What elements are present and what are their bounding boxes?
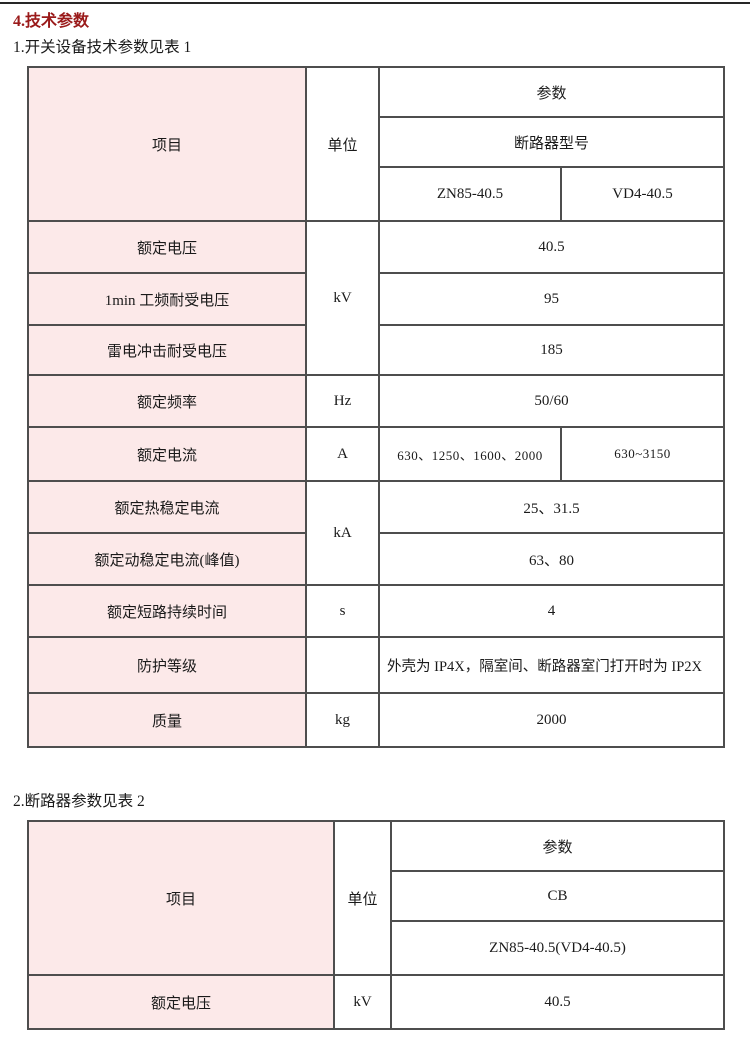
value-cell: 95 [377,272,726,326]
item-cell: 额定热稳定电流 [27,480,307,534]
item-cell: 额定电流 [27,426,307,482]
table-row: 额定动稳定电流(峰值) 63、80 [27,532,726,586]
item-cell: 额定电压 [27,974,335,1030]
header-cell-item: 项目 [27,66,307,222]
item-cell: 额定动稳定电流(峰值) [27,532,307,586]
unit-cell: A [305,426,380,482]
circuit-breaker-parameters-table: 项目 单位 参数 CB ZN85-40.5(VD4-40.5) 额定电压 kV … [27,820,725,1030]
item-cell: 雷电冲击耐受电压 [27,324,307,376]
value-cell: 4 [377,584,726,638]
table-row: 雷电冲击耐受电压 185 [27,324,726,376]
header-cell-breaker-model: 断路器型号 [377,116,726,168]
page-top-rule [0,2,750,4]
table-row: ZN85-40.5 VD4-40.5 [28,166,726,222]
table-row: 额定短路持续时间 s 4 [27,584,726,638]
switchgear-parameters-table: 项目 单位 参数 断路器型号 ZN85-40.5 VD4-40.5 额定电压 k… [27,66,726,748]
unit-cell: Hz [305,374,380,428]
unit-cell: s [305,584,380,638]
header-cell-param: 参数 [390,820,725,872]
value-cell: 外壳为 IP4X，隔室间、断路器室门打开时为 IP2X [377,636,726,694]
table-row: ZN85-40.5(VD4-40.5) [28,920,725,976]
header-cell-model: ZN85-40.5(VD4-40.5) [390,920,725,976]
value-cell: 63、80 [377,532,726,586]
value-cell-vd4: 630~3150 [559,426,726,482]
unit-cell: kA [305,480,380,586]
unit-cell: kV [305,220,380,376]
value-cell: 185 [377,324,726,376]
item-cell: 额定短路持续时间 [27,584,307,638]
item-cell: 1min 工频耐受电压 [27,272,307,326]
table2-caption: 2.断路器参数见表 2 [13,793,145,810]
table-row: 项目 单位 参数 [27,820,725,976]
table-row: 额定频率 Hz 50/60 [27,374,726,428]
table1-caption: 1.开关设备技术参数见表 1 [13,39,192,56]
value-cell: 2000 [377,692,726,748]
value-cell-zn85: 630、1250、1600、2000 [378,426,562,482]
header-cell-cb: CB [390,870,725,922]
table-row: 断路器型号 [28,116,726,168]
table-row: 额定电压 kV 40.5 [27,220,726,376]
header-cell-item: 项目 [27,820,335,976]
table-row: 1min 工频耐受电压 95 [27,272,726,326]
table-row: 额定电流 A 630、1250、1600、2000 630~3150 [27,426,726,482]
table-row: CB [28,870,725,922]
item-cell: 额定电压 [27,220,307,274]
table-row: 防护等级 外壳为 IP4X，隔室间、断路器室门打开时为 IP2X [27,636,726,694]
section-heading: 4.技术参数 [13,13,90,30]
header-cell-model-vd4: VD4-40.5 [559,166,726,222]
value-cell: 40.5 [377,220,726,274]
unit-cell: kV [333,974,392,1030]
header-cell-model-zn85: ZN85-40.5 [378,166,562,222]
table-row: 质量 kg 2000 [27,692,726,748]
value-cell: 40.5 [390,974,725,1030]
item-cell: 额定频率 [27,374,307,428]
header-cell-unit: 单位 [305,66,380,222]
table-row: 额定热稳定电流 kA 25、31.5 [27,480,726,586]
table-row: 项目 单位 参数 [27,66,726,222]
unit-cell: kg [305,692,380,748]
item-cell: 质量 [27,692,307,748]
value-cell: 25、31.5 [377,480,726,534]
unit-cell [305,636,380,694]
header-cell-param: 参数 [377,66,726,118]
header-cell-unit: 单位 [333,820,392,976]
item-cell: 防护等级 [27,636,307,694]
table-row: 额定电压 kV 40.5 [27,974,725,1030]
value-cell: 50/60 [377,374,726,428]
